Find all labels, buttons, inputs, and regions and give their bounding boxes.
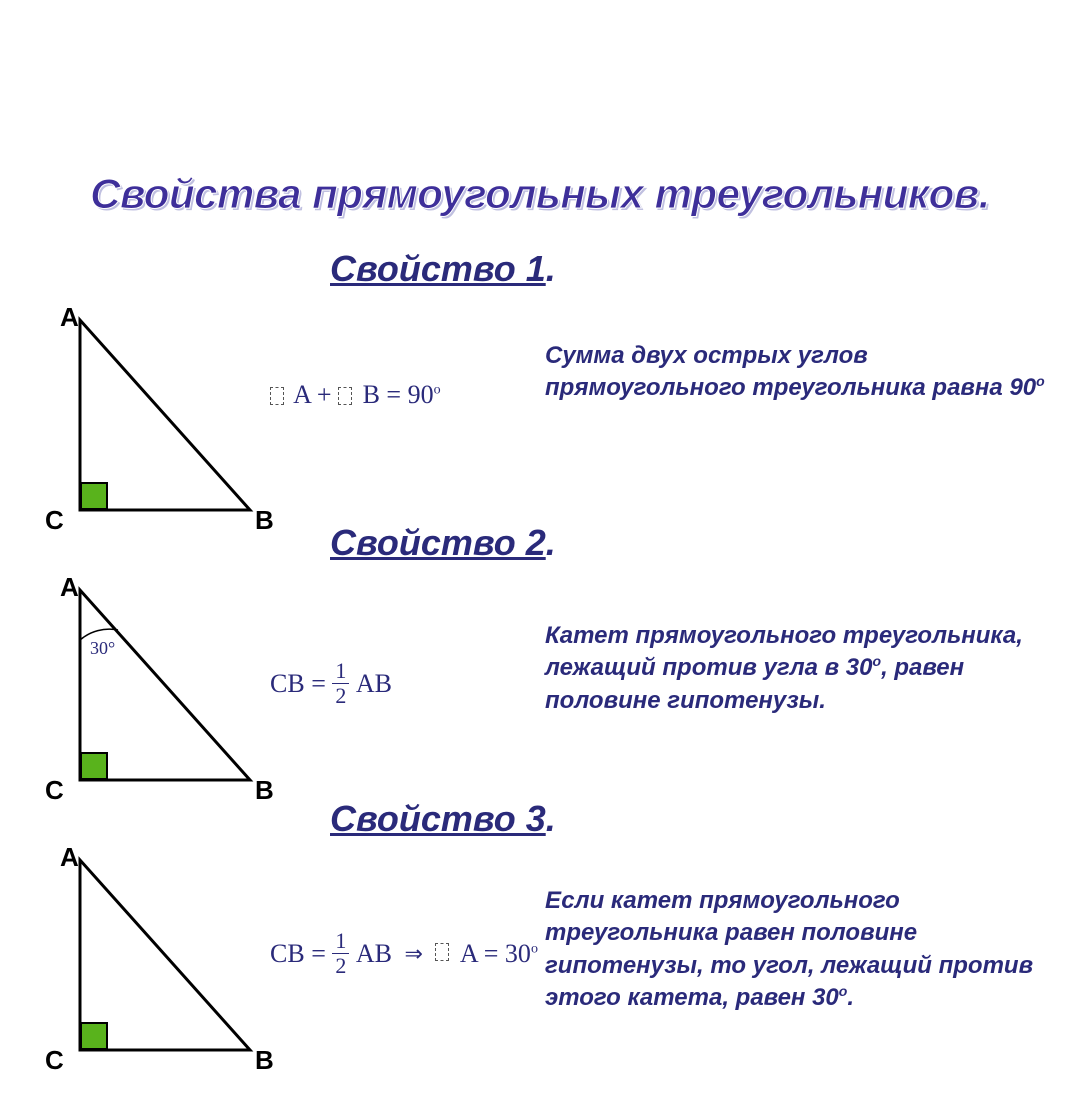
vertex-label-c: C xyxy=(45,505,64,536)
vertex-label-a: A xyxy=(60,572,79,603)
property-heading: Свойство 1. xyxy=(330,248,556,290)
heading-underlined: Свойство 1 xyxy=(330,248,546,289)
right-triangle-icon xyxy=(50,310,270,540)
property-heading: Свойство 2. xyxy=(330,522,556,564)
angle-30-label: 30° xyxy=(90,638,115,659)
property-formula: CB = 12 AB xyxy=(270,660,392,707)
vertex-label-b: B xyxy=(255,1045,274,1076)
right-triangle-icon xyxy=(50,580,270,810)
vertex-label-a: A xyxy=(60,302,79,333)
triangle-diagram: A C B xyxy=(50,850,270,1080)
heading-underlined: Свойство 3 xyxy=(330,798,546,839)
vertex-label-a: A xyxy=(60,842,79,873)
right-triangle-icon xyxy=(50,850,270,1080)
vertex-label-c: C xyxy=(45,1045,64,1076)
property-description: Катет прямоугольного треугольника, лежащ… xyxy=(545,620,1045,717)
heading-tail: . xyxy=(546,248,556,289)
heading-tail: . xyxy=(546,522,556,563)
vertex-label-b: B xyxy=(255,775,274,806)
heading-tail: . xyxy=(546,798,556,839)
vertex-label-b: B xyxy=(255,505,274,536)
property-heading: Свойство 3. xyxy=(330,798,556,840)
triangle-diagram: A C B xyxy=(50,310,270,540)
triangle-diagram: A C B 30° xyxy=(50,580,270,810)
property-formula: A + B = 90о xyxy=(270,380,441,410)
property-formula: CB = 12 AB ⇒ A = 30о xyxy=(270,930,538,977)
property-description: Сумма двух острых углов прямоугольного т… xyxy=(545,340,1045,405)
heading-underlined: Свойство 2 xyxy=(330,522,546,563)
vertex-label-c: C xyxy=(45,775,64,806)
page-title: Свойства прямоугольных треугольников. xyxy=(0,170,1080,218)
property-description: Если катет прямоугольного треугольника р… xyxy=(545,885,1045,1015)
